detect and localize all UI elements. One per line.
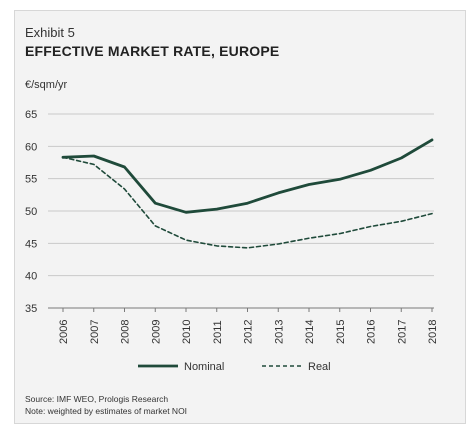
y-tick-label: 55 [25,174,37,186]
y-tick-label: 65 [25,109,37,121]
x-tick-label: 2010 [181,320,193,344]
x-tick-label: 2017 [396,320,408,344]
x-tick-label: 2015 [335,320,347,344]
y-tick-label: 60 [25,141,37,153]
legend-label-nominal: Nominal [184,361,224,373]
x-tick-label: 2013 [273,320,285,344]
series-line-real [62,156,433,249]
y-tick-label: 40 [25,271,37,283]
x-tick-label: 2012 [243,320,255,344]
x-tick-label: 2006 [58,320,70,344]
x-tick-label: 2009 [150,320,162,344]
x-tick-label: 2014 [304,320,316,344]
y-tick-label: 45 [25,238,37,250]
legend-label-real: Real [308,361,331,373]
source-line: Source: IMF WEO, Prologis Research [25,394,169,404]
y-tick-label: 50 [25,206,37,218]
chart-title: EFFECTIVE MARKET RATE, EUROPE [25,43,280,59]
exhibit-card [14,10,466,424]
x-tick-label: 2016 [366,320,378,344]
source-notes: Source: IMF WEO, Prologis Research Note:… [25,393,187,417]
note-line: Note: weighted by estimates of market NO… [25,406,188,416]
series-line-nominal [61,138,434,214]
exhibit-label: Exhibit 5 [25,25,75,40]
x-tick-label: 2011 [212,320,224,344]
x-tick-label: 2008 [120,320,132,344]
y-tick-label: 35 [25,303,37,315]
x-tick-label: 2007 [89,320,101,344]
y-axis-unit-label: €/sqm/yr [25,79,68,91]
x-tick-label: 2018 [427,320,439,344]
